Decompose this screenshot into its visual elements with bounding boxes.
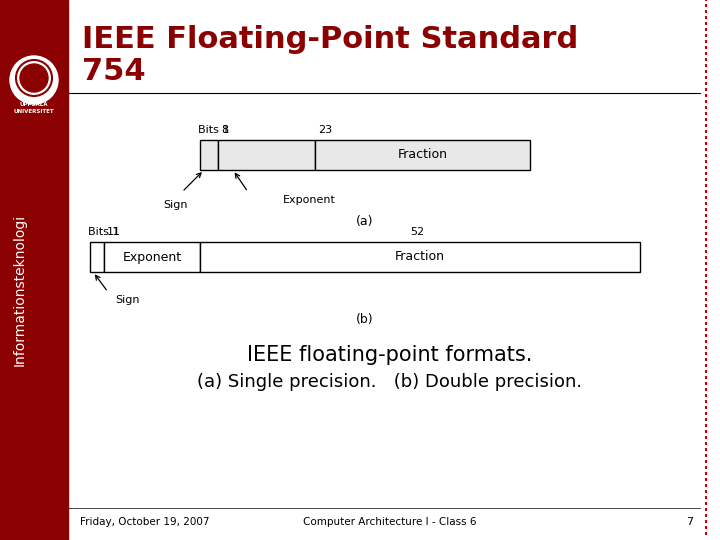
Text: UPPSALA
UNIVERSITET: UPPSALA UNIVERSITET [14,103,54,113]
Text: 754: 754 [82,57,145,86]
Text: Exponent: Exponent [122,251,181,264]
Bar [315,140,530,170]
Text: 23: 23 [318,125,332,135]
Text: (a) Single precision.   (b) Double precision.: (a) Single precision. (b) Double precisi… [197,373,582,391]
Text: 8: 8 [221,125,228,135]
Text: IEEE floating-point formats.: IEEE floating-point formats. [247,345,533,365]
Text: IEEE Floating-Point Standard: IEEE Floating-Point Standard [82,25,578,55]
Circle shape [20,64,48,92]
Text: Bits 1: Bits 1 [88,227,120,237]
Text: Bits 1: Bits 1 [198,125,230,135]
Text: Informationsteknologi: Informationsteknologi [13,214,27,366]
Bar [0,0,68,540]
Bar [104,242,200,272]
Text: (a): (a) [356,215,374,228]
Bar [218,140,315,170]
Text: Sign: Sign [115,295,140,305]
Bar [200,242,640,272]
Text: 52: 52 [410,227,424,237]
Text: Friday, October 19, 2007: Friday, October 19, 2007 [80,517,210,527]
Text: Sign: Sign [163,200,187,210]
Text: (b): (b) [356,314,374,327]
Text: Exponent: Exponent [283,195,336,205]
Bar [90,242,104,272]
Text: Computer Architecture I - Class 6: Computer Architecture I - Class 6 [303,517,477,527]
Circle shape [10,56,58,104]
Text: 11: 11 [107,227,121,237]
Bar [200,140,218,170]
Text: Fraction: Fraction [395,251,445,264]
Text: Fraction: Fraction [397,148,448,161]
Text: 7: 7 [686,517,693,527]
